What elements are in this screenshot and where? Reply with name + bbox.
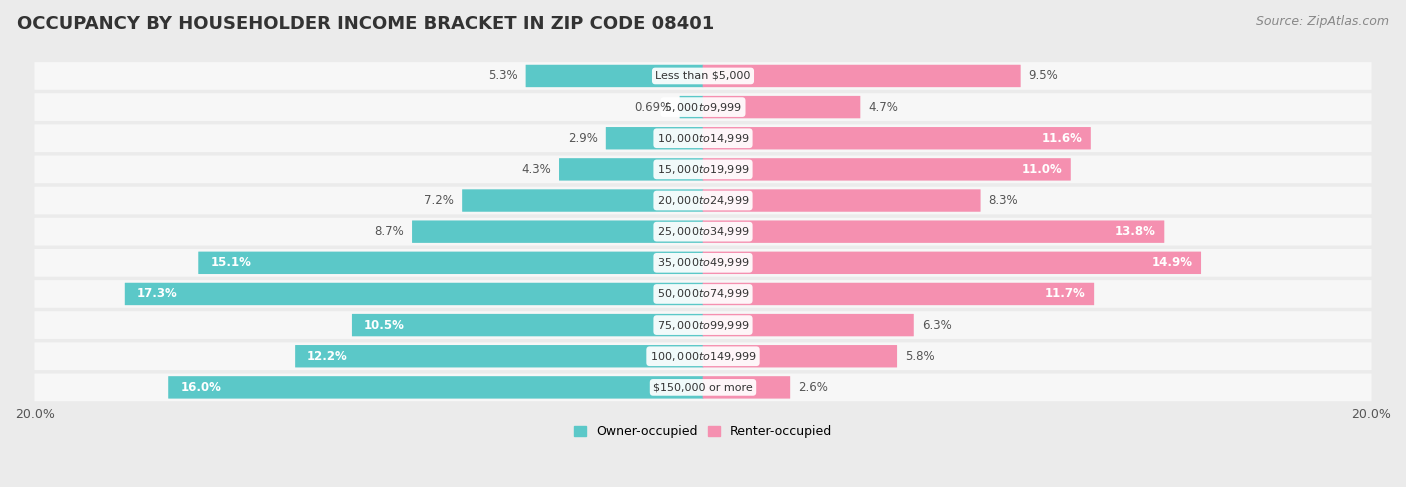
Text: $5,000 to $9,999: $5,000 to $9,999 bbox=[664, 101, 742, 113]
Text: 5.8%: 5.8% bbox=[905, 350, 935, 363]
FancyBboxPatch shape bbox=[34, 124, 1372, 152]
FancyBboxPatch shape bbox=[463, 189, 703, 212]
Text: 4.7%: 4.7% bbox=[869, 101, 898, 113]
Text: 16.0%: 16.0% bbox=[180, 381, 221, 394]
FancyBboxPatch shape bbox=[34, 155, 1372, 183]
Text: 17.3%: 17.3% bbox=[136, 287, 177, 300]
Text: $35,000 to $49,999: $35,000 to $49,999 bbox=[657, 256, 749, 269]
Text: $15,000 to $19,999: $15,000 to $19,999 bbox=[657, 163, 749, 176]
Text: $75,000 to $99,999: $75,000 to $99,999 bbox=[657, 318, 749, 332]
FancyBboxPatch shape bbox=[703, 283, 1094, 305]
Text: $50,000 to $74,999: $50,000 to $74,999 bbox=[657, 287, 749, 300]
FancyBboxPatch shape bbox=[703, 65, 1021, 87]
FancyBboxPatch shape bbox=[703, 252, 1201, 274]
Text: 2.9%: 2.9% bbox=[568, 132, 598, 145]
FancyBboxPatch shape bbox=[34, 342, 1372, 370]
Text: 15.1%: 15.1% bbox=[211, 256, 252, 269]
Text: Source: ZipAtlas.com: Source: ZipAtlas.com bbox=[1256, 15, 1389, 28]
FancyBboxPatch shape bbox=[703, 314, 914, 337]
FancyBboxPatch shape bbox=[34, 249, 1372, 277]
FancyBboxPatch shape bbox=[703, 221, 1164, 243]
Text: 11.0%: 11.0% bbox=[1021, 163, 1062, 176]
FancyBboxPatch shape bbox=[352, 314, 703, 337]
FancyBboxPatch shape bbox=[703, 158, 1071, 181]
Text: 4.3%: 4.3% bbox=[522, 163, 551, 176]
Text: $100,000 to $149,999: $100,000 to $149,999 bbox=[650, 350, 756, 363]
Text: 6.3%: 6.3% bbox=[922, 318, 952, 332]
Text: 11.6%: 11.6% bbox=[1042, 132, 1083, 145]
Text: $25,000 to $34,999: $25,000 to $34,999 bbox=[657, 225, 749, 238]
Legend: Owner-occupied, Renter-occupied: Owner-occupied, Renter-occupied bbox=[568, 420, 838, 443]
FancyBboxPatch shape bbox=[34, 187, 1372, 214]
FancyBboxPatch shape bbox=[125, 283, 703, 305]
Text: 5.3%: 5.3% bbox=[488, 70, 517, 82]
FancyBboxPatch shape bbox=[526, 65, 703, 87]
FancyBboxPatch shape bbox=[295, 345, 703, 368]
FancyBboxPatch shape bbox=[34, 280, 1372, 308]
FancyBboxPatch shape bbox=[34, 218, 1372, 245]
Text: 0.69%: 0.69% bbox=[634, 101, 672, 113]
FancyBboxPatch shape bbox=[169, 376, 703, 398]
FancyBboxPatch shape bbox=[34, 311, 1372, 339]
FancyBboxPatch shape bbox=[34, 62, 1372, 90]
Text: 11.7%: 11.7% bbox=[1045, 287, 1085, 300]
FancyBboxPatch shape bbox=[606, 127, 703, 150]
FancyBboxPatch shape bbox=[560, 158, 703, 181]
FancyBboxPatch shape bbox=[703, 345, 897, 368]
Text: 8.7%: 8.7% bbox=[374, 225, 404, 238]
Text: 13.8%: 13.8% bbox=[1115, 225, 1156, 238]
Text: Less than $5,000: Less than $5,000 bbox=[655, 71, 751, 81]
Text: 7.2%: 7.2% bbox=[425, 194, 454, 207]
FancyBboxPatch shape bbox=[412, 221, 703, 243]
FancyBboxPatch shape bbox=[198, 252, 703, 274]
Text: 10.5%: 10.5% bbox=[364, 318, 405, 332]
Text: 9.5%: 9.5% bbox=[1029, 70, 1059, 82]
Text: OCCUPANCY BY HOUSEHOLDER INCOME BRACKET IN ZIP CODE 08401: OCCUPANCY BY HOUSEHOLDER INCOME BRACKET … bbox=[17, 15, 714, 33]
Text: 2.6%: 2.6% bbox=[799, 381, 828, 394]
FancyBboxPatch shape bbox=[34, 374, 1372, 401]
Text: $20,000 to $24,999: $20,000 to $24,999 bbox=[657, 194, 749, 207]
Text: 8.3%: 8.3% bbox=[988, 194, 1018, 207]
FancyBboxPatch shape bbox=[703, 376, 790, 398]
FancyBboxPatch shape bbox=[703, 127, 1091, 150]
Text: $150,000 or more: $150,000 or more bbox=[654, 382, 752, 393]
Text: 12.2%: 12.2% bbox=[307, 350, 347, 363]
Text: $10,000 to $14,999: $10,000 to $14,999 bbox=[657, 132, 749, 145]
FancyBboxPatch shape bbox=[679, 96, 703, 118]
FancyBboxPatch shape bbox=[34, 93, 1372, 121]
FancyBboxPatch shape bbox=[703, 189, 980, 212]
FancyBboxPatch shape bbox=[703, 96, 860, 118]
Text: 14.9%: 14.9% bbox=[1152, 256, 1192, 269]
